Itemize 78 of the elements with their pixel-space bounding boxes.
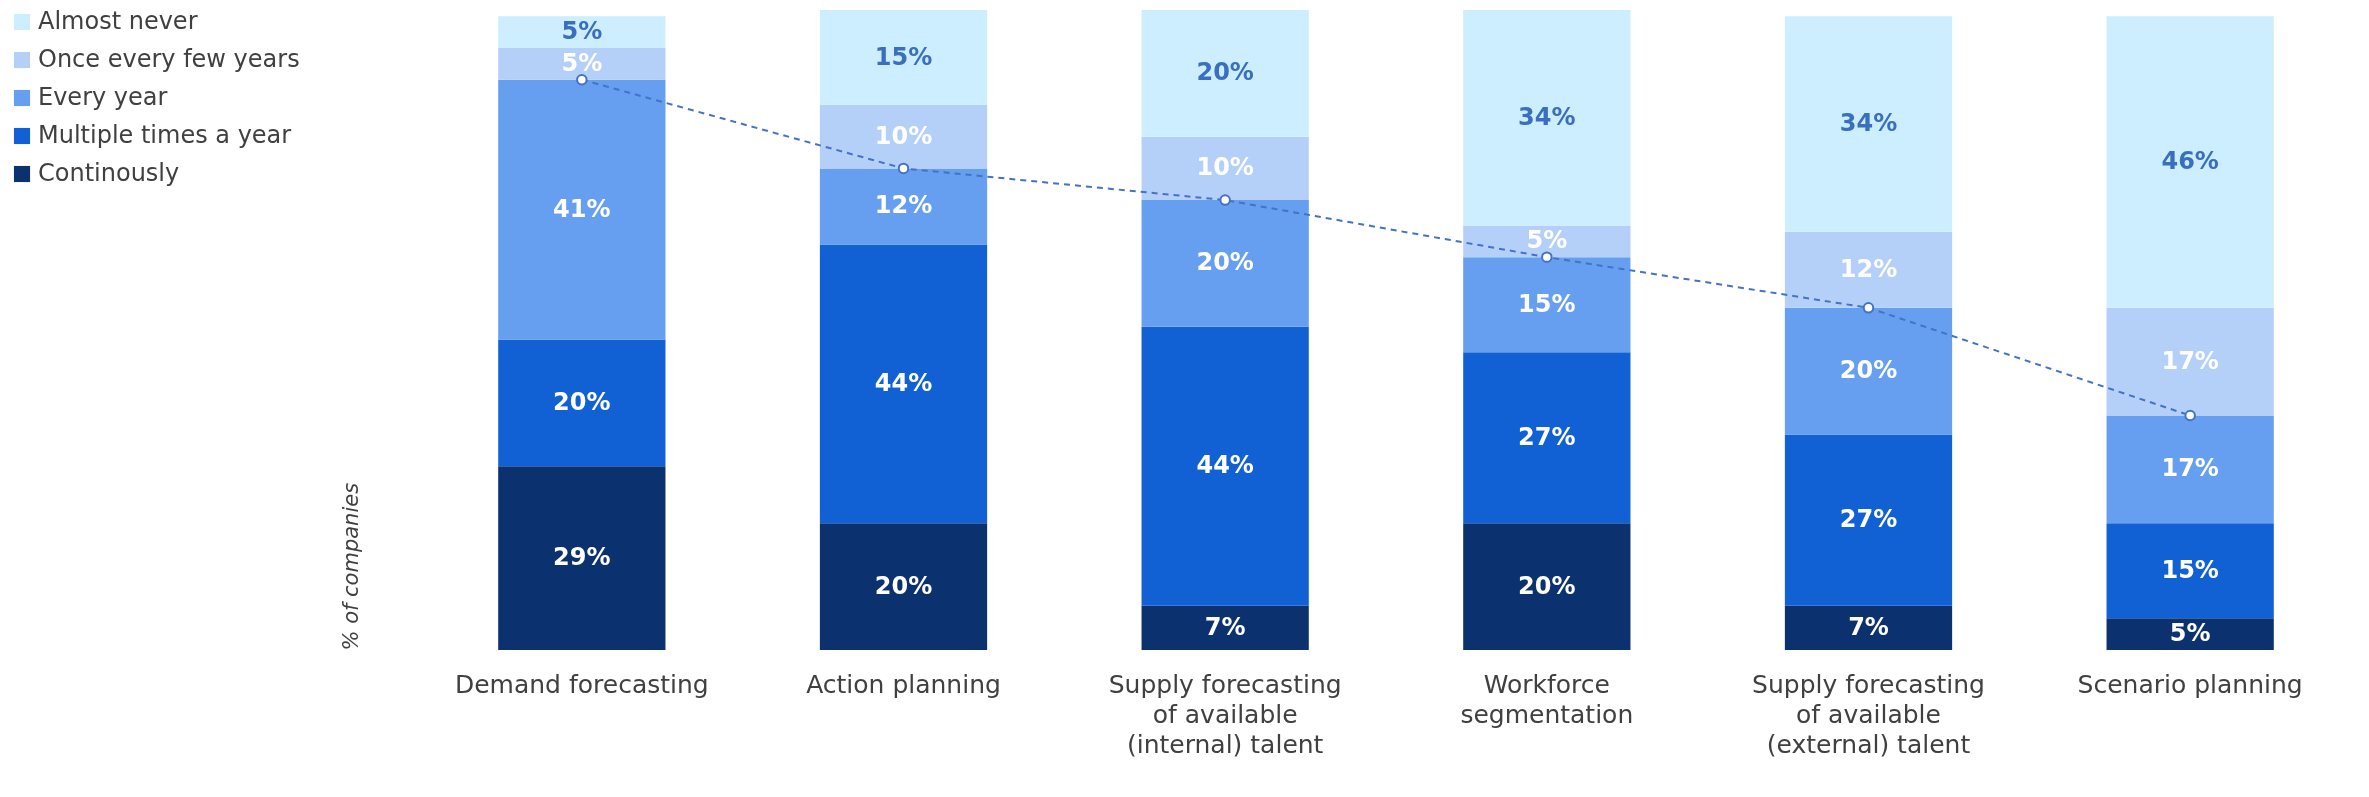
data-label: 29% (553, 543, 611, 572)
data-label: 20% (874, 571, 933, 600)
legend-label: Multiple times a year (38, 121, 292, 149)
x-tick-label: Demand forecasting (454, 669, 709, 699)
bar (1463, 257, 1631, 353)
data-label: 17% (2161, 346, 2219, 375)
legend-label: Once every few years (38, 45, 300, 73)
point (897, 162, 910, 175)
bar (1784, 231, 1953, 308)
bar (1141, 605, 1309, 650)
legend-label: Almost never (38, 7, 198, 35)
data-label: 5% (561, 48, 603, 77)
bar (498, 79, 666, 340)
data-label: 15% (1518, 289, 1576, 318)
x-tick-label: Action planning (806, 669, 1001, 699)
data-label: 12% (1839, 254, 1898, 283)
data-label: 27% (1518, 422, 1576, 451)
bar (1784, 434, 1953, 606)
data-label: 5% (561, 17, 603, 46)
data-label: 7% (1848, 612, 1889, 641)
bar (2106, 415, 2274, 524)
legend-label: Continously (38, 159, 180, 187)
bar (819, 10, 988, 106)
data-label: 17% (2161, 454, 2219, 483)
data-label: 10% (874, 121, 933, 150)
bar (1141, 326, 1309, 606)
data-label: 20% (1839, 356, 1898, 385)
bar (498, 466, 666, 650)
point (1219, 194, 1231, 206)
data-label: 20% (553, 387, 611, 416)
bar (2106, 16, 2274, 308)
bar (819, 523, 988, 650)
data-label: 41% (553, 194, 611, 223)
x-tick-label: Supply forecasting of available (external) talent (1752, 669, 1985, 759)
bar (1141, 10, 1309, 137)
data-label: 44% (1196, 451, 1254, 480)
bar (2106, 523, 2274, 619)
point (576, 73, 588, 86)
data-label: 34% (1839, 109, 1898, 138)
bar (819, 168, 988, 245)
point (2184, 409, 2196, 422)
bar (1141, 200, 1309, 327)
bar (819, 244, 988, 524)
y-axis-title: % of companies (338, 482, 363, 651)
data-label: 27% (1839, 505, 1898, 534)
bar (1463, 523, 1631, 650)
bar (498, 339, 666, 467)
x-tick-label: Workforce segmentation (1460, 669, 1634, 729)
bar (1784, 605, 1953, 650)
bar (1784, 16, 1953, 232)
x-tick-label: Supply forecasting of available (internal) talent (1108, 669, 1342, 759)
data-label: 7% (1204, 612, 1246, 641)
bar (2106, 618, 2274, 650)
data-label: 12% (874, 191, 933, 220)
bar (1463, 225, 1631, 258)
data-label: 10% (1196, 153, 1254, 182)
data-label: 44% (874, 368, 933, 397)
data-label: 20% (1196, 58, 1254, 87)
point (1862, 302, 1875, 314)
bar (1463, 352, 1631, 524)
data-label: 20% (1518, 571, 1576, 600)
bar (498, 16, 666, 49)
data-label: 15% (874, 42, 933, 71)
data-label: 34% (1518, 102, 1576, 131)
x-tick-label: Scenario planning (2077, 669, 2303, 699)
bar (2106, 307, 2274, 416)
data-label: 46% (2161, 147, 2219, 176)
bar (1784, 307, 1953, 435)
bar (498, 48, 666, 80)
data-label: 5% (1526, 226, 1568, 255)
data-label: 15% (2161, 555, 2219, 584)
data-label: 20% (1196, 248, 1254, 277)
bar (1463, 10, 1631, 226)
data-label: 5% (2169, 619, 2211, 648)
point (1541, 251, 1553, 263)
bar (1141, 136, 1309, 201)
legend-label: Every year (38, 83, 168, 111)
bar (819, 105, 988, 169)
